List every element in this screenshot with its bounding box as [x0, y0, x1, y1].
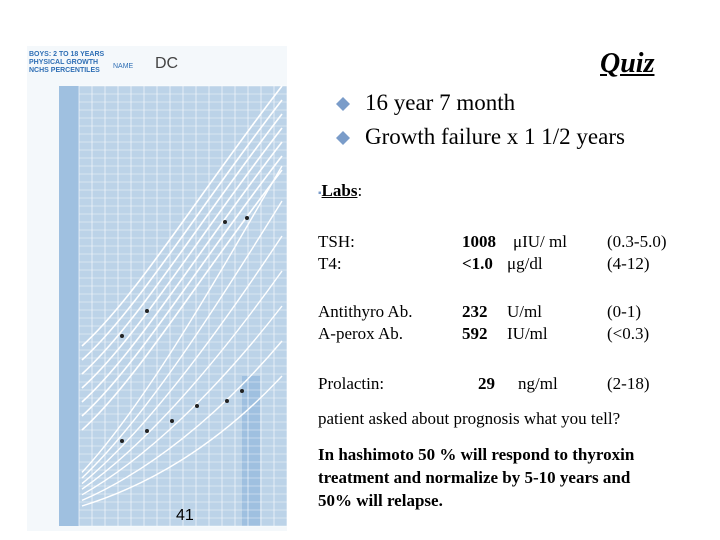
patient-points — [120, 216, 249, 443]
curve — [81, 141, 283, 403]
lab-range: (4-12) — [607, 254, 650, 273]
point — [245, 216, 249, 220]
lab-range: (<0.3) — [607, 324, 650, 343]
curve — [81, 200, 283, 479]
curve — [81, 113, 283, 375]
curve — [81, 169, 283, 431]
lab-range: (0-1) — [607, 302, 641, 321]
labs-heading-line: ▪Labs: — [318, 181, 363, 200]
answer-line: In hashimoto 50 % will respond to thyrox… — [318, 445, 635, 464]
chart-name-label: NAME — [113, 63, 134, 70]
point — [195, 404, 199, 408]
curve — [81, 375, 283, 507]
page-number: 41 — [176, 507, 194, 524]
lab-unit: U/ml — [507, 302, 542, 321]
chart-axis-strip — [59, 86, 79, 526]
chart-axis-strip — [242, 376, 260, 526]
labs-heading: Labs — [321, 181, 358, 200]
bullet: Growth failure x 1 1/2 years — [365, 124, 625, 149]
growth-chart-image: BOYS: 2 TO 18 YEARS PHYSICAL GROWTH NCHS… — [27, 46, 287, 531]
chart-patient: DC — [155, 55, 178, 72]
point — [225, 399, 229, 403]
lab-unit: μIU/ ml — [513, 232, 567, 251]
point — [120, 439, 124, 443]
bullet: 16 year 7 month — [365, 90, 516, 115]
point — [223, 220, 227, 224]
lab-value: <1.0 — [462, 254, 493, 273]
curve — [81, 305, 283, 496]
lab-unit: ng/ml — [518, 374, 558, 393]
lab-value: 1008 — [462, 232, 496, 251]
curve — [81, 127, 283, 389]
lab-name: T4: — [318, 254, 342, 273]
bullet-icon — [336, 131, 350, 145]
lab-unit: IU/ml — [507, 324, 548, 343]
lab-unit: μg/dl — [507, 254, 543, 273]
lab-name: Antithyro Ab. — [318, 302, 413, 321]
lab-value: 232 — [462, 302, 488, 321]
curve — [81, 165, 283, 473]
curve — [81, 235, 283, 485]
curve — [81, 99, 283, 361]
title: Quiz — [600, 48, 655, 79]
point — [145, 309, 149, 313]
point — [120, 334, 124, 338]
point — [145, 429, 149, 433]
curve — [81, 155, 283, 417]
curve — [81, 85, 283, 347]
lab-name: TSH: — [318, 232, 355, 251]
percentile-curves — [81, 85, 283, 507]
lab-value: 592 — [462, 324, 488, 343]
grid — [78, 85, 287, 527]
chart-header: BOYS: 2 TO 18 YEARS — [29, 51, 105, 58]
labs-colon: : — [357, 181, 363, 200]
answer-line: treatment and normalize by 5-10 years an… — [318, 468, 631, 487]
lab-value: 29 — [478, 374, 495, 393]
question: patient asked about prognosis what you t… — [318, 409, 621, 428]
point — [240, 389, 244, 393]
lab-name: A-perox Ab. — [318, 324, 403, 343]
lab-name: Prolactin: — [318, 374, 385, 393]
lab-range: (2-18) — [607, 374, 650, 393]
lab-range: (0.3-5.0) — [607, 232, 667, 251]
chart-header: NCHS PERCENTILES — [29, 67, 100, 74]
curve — [81, 340, 283, 502]
answer-line: 50% will relapse. — [318, 491, 443, 510]
chart-header: PHYSICAL GROWTH — [29, 59, 98, 66]
bullet-icon — [336, 97, 350, 111]
curve — [81, 270, 283, 490]
point — [170, 419, 174, 423]
